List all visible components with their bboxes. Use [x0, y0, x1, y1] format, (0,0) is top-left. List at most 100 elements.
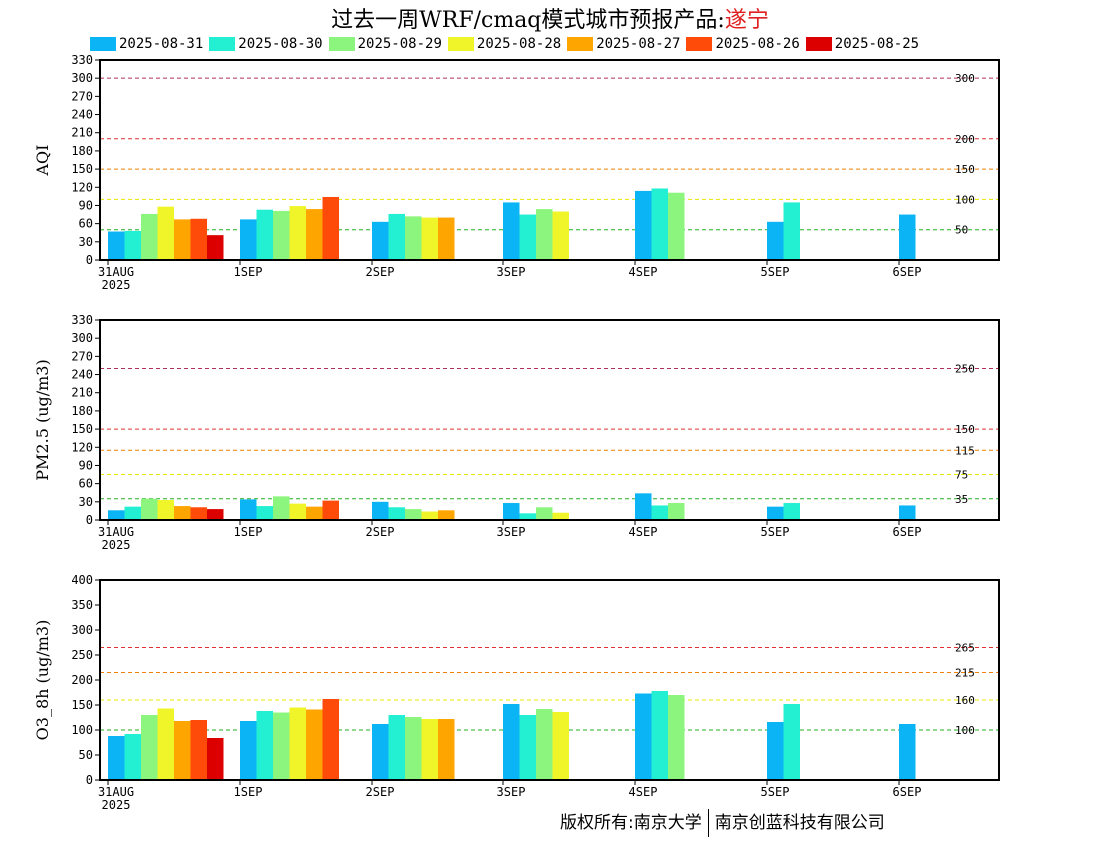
bar [552, 512, 569, 520]
x-tick-label: 2025 [102, 538, 131, 552]
bar [124, 506, 141, 520]
x-tick-label: 4SEP [629, 265, 658, 279]
bar [190, 218, 207, 260]
legend-item: 2025-08-26 [686, 35, 800, 53]
legend-label: 2025-08-28 [476, 36, 562, 52]
bar [372, 221, 389, 260]
y-tick-label: 350 [71, 598, 93, 612]
x-tick-label: 4SEP [629, 785, 658, 799]
bar [322, 500, 339, 520]
bar [108, 510, 125, 520]
y-tick-label: 240 [71, 108, 93, 122]
chart-title: 过去一周WRF/cmaq模式城市预报产品:遂宁 [0, 2, 1100, 34]
x-tick-label: 1SEP [234, 785, 263, 799]
x-tick-label: 6SEP [893, 785, 922, 799]
x-tick-label: 31AUG [98, 265, 134, 279]
y-tick-label: 200 [71, 673, 93, 687]
y-tick-label: 210 [71, 386, 93, 400]
bar [767, 722, 784, 780]
bar [438, 510, 455, 520]
bar [635, 693, 652, 780]
bar [783, 704, 800, 780]
threshold-label: 100 [955, 724, 975, 737]
bar [536, 209, 553, 260]
bar [388, 507, 405, 520]
bar [273, 712, 290, 780]
y-tick-label: 240 [71, 368, 93, 382]
bar [519, 513, 536, 520]
legend: 2025-08-31 2025-08-30 2025-08-29 2025-08-28… [90, 35, 919, 53]
x-tick-label: 3SEP [497, 265, 526, 279]
y-axis-label: AQI [33, 145, 52, 177]
plot-frame [99, 319, 1000, 521]
legend-label: 2025-08-27 [596, 36, 681, 52]
bar [174, 506, 191, 520]
x-tick-label: 6SEP [893, 525, 922, 539]
x-tick-label: 1SEP [234, 265, 263, 279]
x-tick-label: 31AUG [98, 525, 134, 539]
y-tick-label: 300 [71, 71, 93, 85]
y-tick-label: 60 [79, 477, 93, 491]
bar [306, 506, 323, 520]
x-tick-label: 2SEP [366, 525, 395, 539]
legend-swatch [447, 37, 474, 51]
bar [141, 498, 158, 520]
bar [141, 715, 158, 780]
threshold-label: 250 [955, 362, 975, 375]
bar [289, 503, 306, 520]
bar [157, 708, 174, 780]
threshold-label: 300 [955, 72, 975, 85]
bar [124, 230, 141, 260]
y-tick-label: 150 [71, 422, 93, 436]
threshold-label: 35 [955, 493, 968, 506]
bar [141, 213, 158, 260]
copyright-owner: 版权所有:南京大学 [560, 813, 702, 833]
bar [388, 715, 405, 780]
legend-label: 2025-08-26 [715, 36, 800, 52]
y-tick-label: 0 [86, 253, 93, 267]
legend-swatch [686, 37, 713, 51]
threshold-label: 75 [955, 469, 968, 482]
bar [372, 501, 389, 520]
bar [438, 217, 455, 260]
bar [174, 219, 191, 260]
bar [767, 506, 784, 520]
threshold-label: 215 [955, 667, 975, 680]
bar [503, 202, 520, 260]
bar [767, 221, 784, 260]
x-tick-label: 2SEP [366, 265, 395, 279]
legend-item: 2025-08-30 [209, 35, 323, 53]
threshold-label: 150 [955, 163, 975, 176]
y-tick-label: 270 [71, 349, 93, 363]
bar [783, 202, 800, 260]
bar [322, 699, 339, 780]
bar [405, 717, 422, 780]
x-tick-label: 2025 [102, 798, 131, 812]
bar [552, 712, 569, 780]
y-tick-label: 30 [79, 495, 93, 509]
bar [899, 214, 916, 260]
y-tick-label: 90 [79, 198, 93, 212]
bar [635, 493, 652, 520]
y-tick-label: 150 [71, 698, 93, 712]
bar [668, 695, 685, 780]
bar [651, 505, 668, 520]
city-name: 遂宁 [724, 8, 769, 33]
bar [519, 214, 536, 260]
bar [503, 704, 520, 780]
x-tick-label: 6SEP [893, 265, 922, 279]
bar [306, 709, 323, 780]
y-tick-label: 300 [71, 623, 93, 637]
x-tick-label: 5SEP [761, 785, 790, 799]
x-tick-label: 3SEP [497, 525, 526, 539]
x-tick-label: 5SEP [761, 265, 790, 279]
y-tick-label: 0 [86, 513, 93, 527]
y-tick-label: 210 [71, 126, 93, 140]
x-tick-label: 2SEP [366, 785, 395, 799]
bar [207, 235, 224, 260]
bar [256, 506, 273, 520]
legend-swatch [209, 37, 236, 51]
bar [108, 736, 125, 780]
copyright: 版权所有:南京大学 南京创蓝科技有限公司 [560, 808, 885, 837]
